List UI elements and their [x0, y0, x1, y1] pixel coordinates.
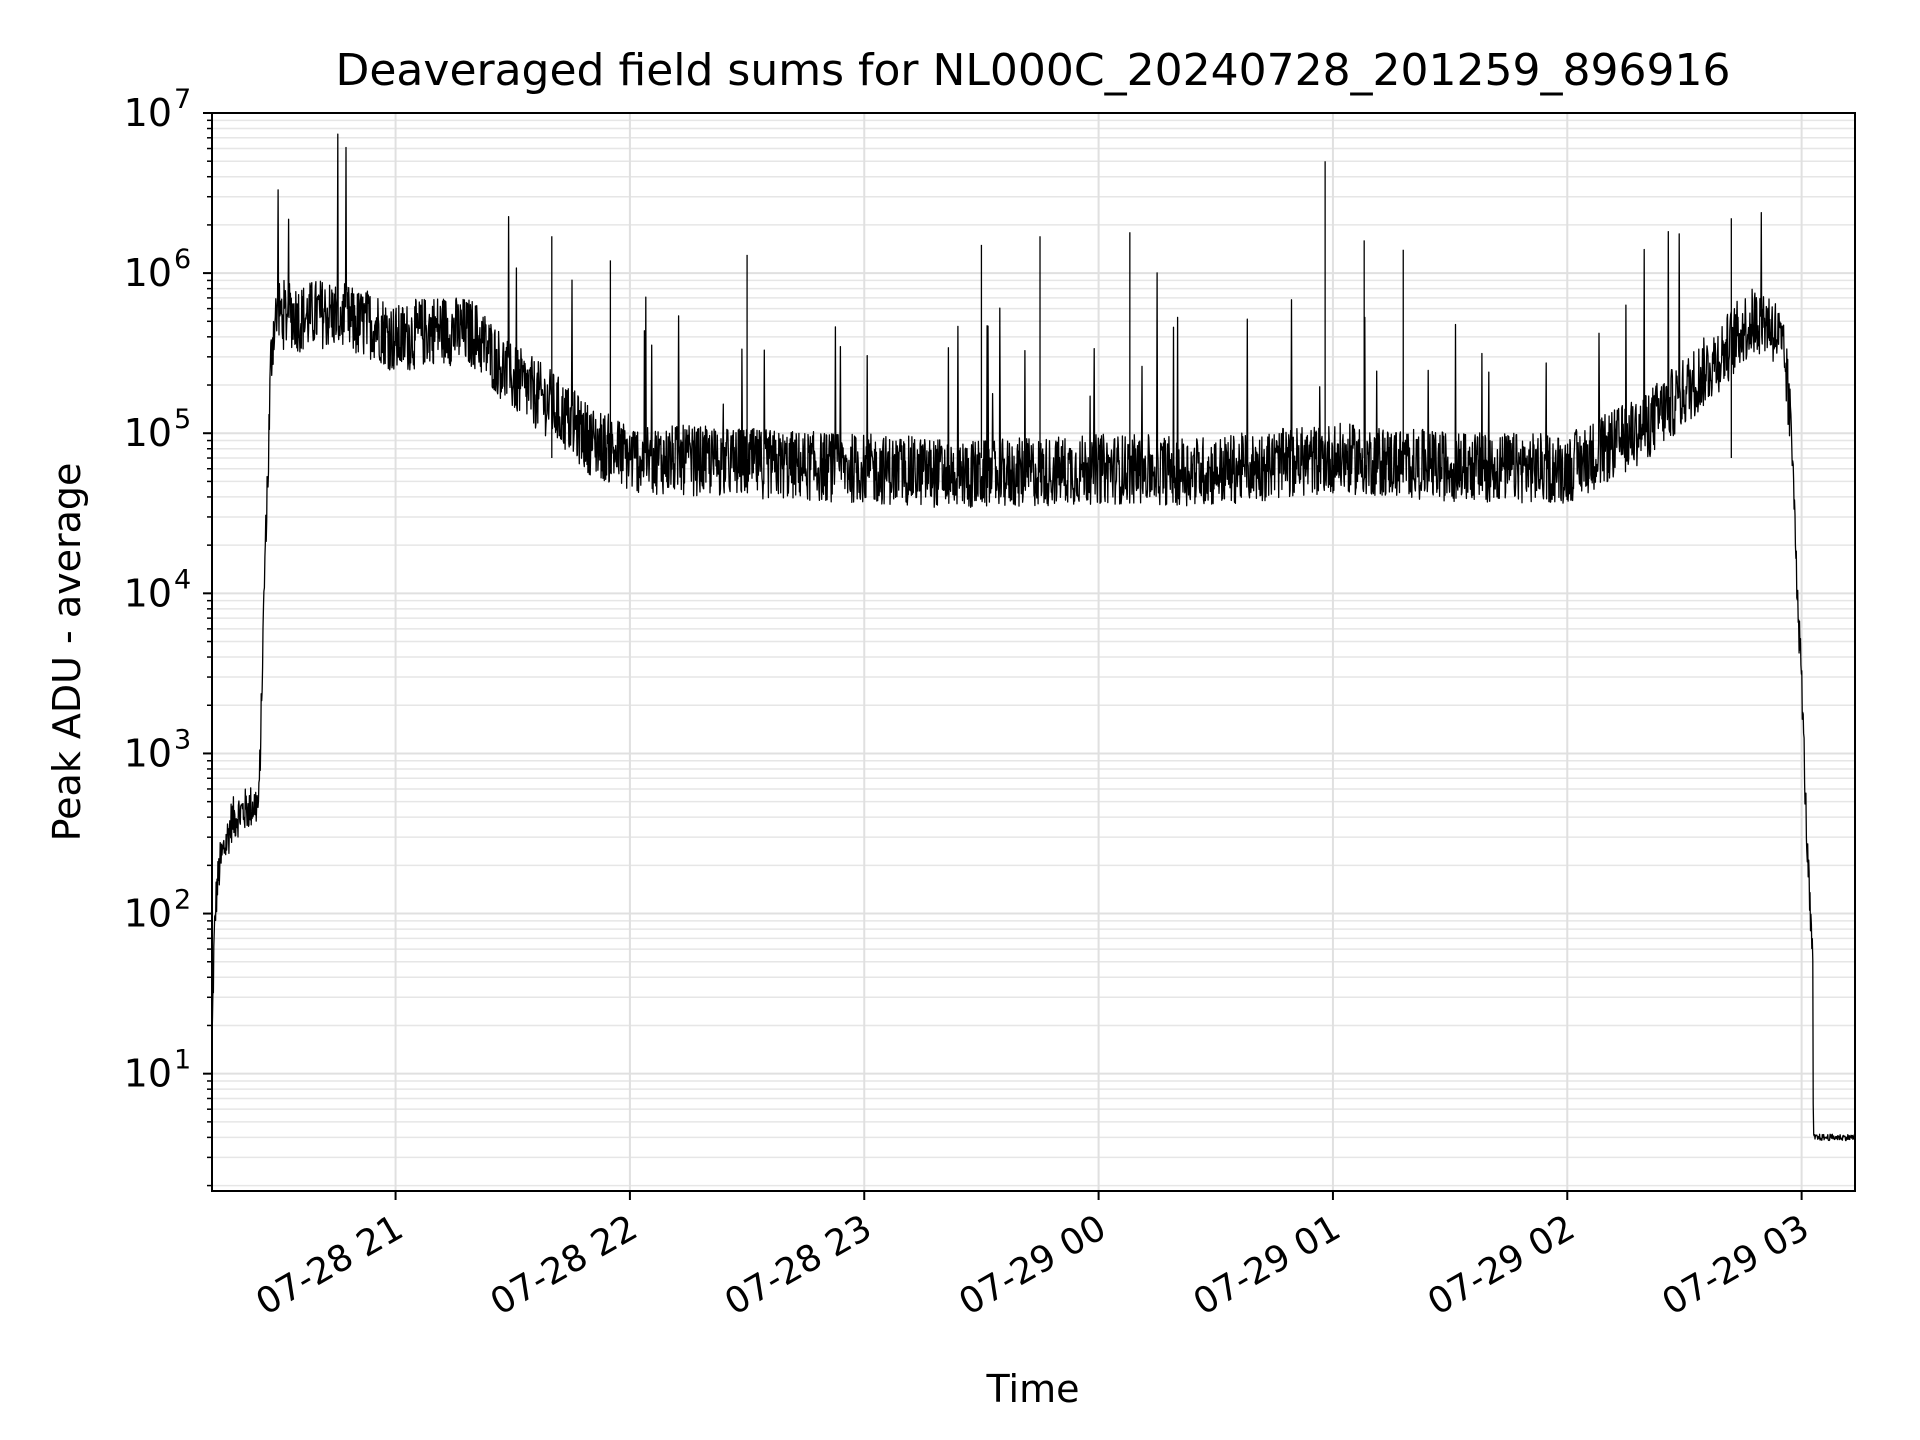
y-tick-label: 10 — [124, 411, 172, 455]
y-tick-label: 10 — [124, 91, 172, 135]
y-tick-label-exponent: 5 — [174, 404, 191, 435]
y-tick-label: 10 — [124, 731, 172, 775]
series-layer — [211, 133, 1856, 1142]
plot-frame — [211, 112, 1856, 1192]
y-tick-label-exponent: 4 — [174, 564, 191, 595]
y-tick-label-exponent: 3 — [174, 724, 191, 755]
y-axis-label: Peak ADU - average — [45, 463, 89, 842]
y-tick-label-exponent: 6 — [174, 244, 191, 275]
chart-title: Deaveraged field sums for NL000C_2024072… — [335, 45, 1730, 96]
series-line — [211, 133, 1856, 1142]
y-tick-label: 10 — [124, 571, 172, 615]
y-tick-label-exponent: 7 — [174, 84, 191, 115]
y-tick-label-exponent: 1 — [174, 1045, 191, 1076]
x-axis-label: Time — [986, 1367, 1080, 1411]
y-tick-label: 10 — [124, 251, 172, 295]
y-tick-label: 10 — [124, 1052, 172, 1096]
y-tick-label: 10 — [124, 892, 172, 936]
y-tick-label-exponent: 2 — [174, 885, 191, 916]
